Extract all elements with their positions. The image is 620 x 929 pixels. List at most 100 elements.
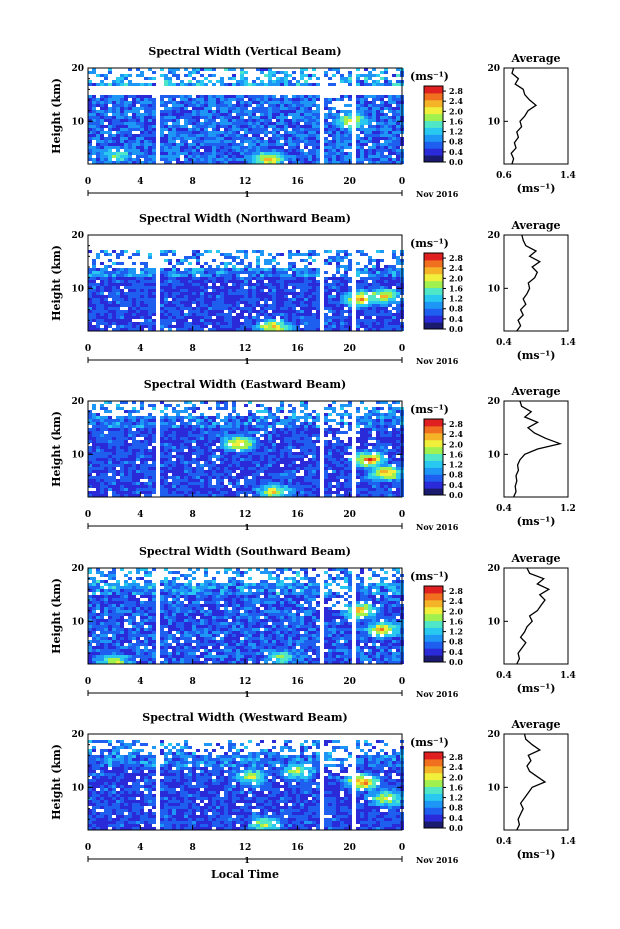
heatmap-cell (220, 440, 224, 443)
heatmap-cell (92, 292, 96, 295)
heatmap-cell (128, 328, 132, 331)
heatmap-cell (224, 452, 228, 455)
heatmap-cell (248, 443, 252, 446)
heatmap-cell (240, 152, 244, 155)
heatmap-cell (256, 140, 260, 143)
heatmap-cell (364, 137, 368, 140)
heatmap-cell (256, 125, 260, 128)
heatmap-cell (164, 137, 168, 140)
heatmap-cell (176, 146, 180, 149)
heatmap-cell (260, 152, 264, 155)
heatmap-cell (132, 488, 136, 491)
heatmap-cell (184, 452, 188, 455)
heatmap-cell (292, 265, 296, 268)
heatmap-cell (168, 280, 172, 283)
heatmap-cell (152, 77, 156, 80)
heatmap-cell (132, 443, 136, 446)
heatmap-cell (136, 128, 140, 131)
heatmap-cell (184, 491, 188, 494)
heatmap-cell (252, 110, 256, 113)
heatmap-cell (228, 152, 232, 155)
heatmap-cell (272, 482, 276, 485)
heatmap-cell (128, 140, 132, 143)
heatmap-cell (304, 110, 308, 113)
heatmap-cell (240, 113, 244, 116)
heatmap-cell (248, 125, 252, 128)
heatmap-cell (208, 271, 212, 274)
heatmap-cell (392, 253, 396, 256)
heatmap-cell (248, 161, 252, 164)
heatmap-cell (100, 434, 104, 437)
heatmap-cell (228, 470, 232, 473)
heatmap-cell (252, 479, 256, 482)
heatmap-cell (152, 277, 156, 280)
heatmap-cell (280, 116, 284, 119)
heatmap-cell (388, 322, 392, 325)
heatmap-cell (232, 128, 236, 131)
heatmap-cell (188, 401, 192, 404)
heatmap-cell (204, 95, 208, 98)
heatmap-cell (88, 143, 92, 146)
heatmap-cell (228, 113, 232, 116)
heatmap-cell (340, 116, 344, 119)
heatmap-cell (88, 307, 92, 310)
heatmap-cell (300, 268, 304, 271)
heatmap-cell (192, 458, 196, 461)
heatmap-cell (380, 146, 384, 149)
heatmap-cell (200, 140, 204, 143)
heatmap-cell (124, 431, 128, 434)
heatmap-cell (224, 262, 228, 265)
colorbar-tick-label: 2.0 (449, 106, 463, 116)
heatmap-cell (232, 119, 236, 122)
heatmap-cell (308, 149, 312, 152)
heatmap-cell (176, 68, 180, 71)
heatmap-cell (172, 319, 176, 322)
heatmap-cell (256, 277, 260, 280)
heatmap-cell (168, 289, 172, 292)
heatmap-cell (244, 95, 248, 98)
heatmap-cell (120, 95, 124, 98)
heatmap-cell (132, 116, 136, 119)
heatmap-cell (208, 274, 212, 277)
heatmap-cell (336, 140, 340, 143)
heatmap-cell (288, 268, 292, 271)
heatmap-cell (392, 280, 396, 283)
heatmap-cell (120, 319, 124, 322)
heatmap-cell (228, 488, 232, 491)
heatmap-cell (132, 419, 136, 422)
heatmap-cell (152, 110, 156, 113)
heatmap-cell (364, 68, 368, 71)
heatmap-cell (164, 452, 168, 455)
heatmap-cell (152, 116, 156, 119)
heatmap-cell (368, 149, 372, 152)
heatmap-cell (136, 419, 140, 422)
y-tick-label: 10 (71, 117, 84, 127)
heatmap-cell (264, 452, 268, 455)
heatmap-cell (164, 428, 168, 431)
heatmap-cell (388, 328, 392, 331)
heatmap-cell (328, 310, 332, 313)
heatmap-cell (92, 494, 96, 497)
heatmap-cell (188, 464, 192, 467)
heatmap-cell (196, 98, 200, 101)
heatmap-cell (376, 140, 380, 143)
heatmap-cell (368, 71, 372, 74)
heatmap-cell (316, 268, 320, 271)
heatmap-cell (316, 140, 320, 143)
heatmap-cell (176, 310, 180, 313)
heatmap-cell (284, 134, 288, 137)
heatmap-cell (324, 298, 328, 301)
heatmap-cell (308, 83, 312, 86)
heatmap-cell (200, 277, 204, 280)
heatmap-cell (176, 298, 180, 301)
heatmap-cell (216, 467, 220, 470)
heatmap-cell (180, 80, 184, 83)
heatmap-cell (184, 479, 188, 482)
heatmap-cell (388, 277, 392, 280)
colorbar-tick-label: 0.8 (449, 137, 463, 147)
heatmap-cell (220, 443, 224, 446)
heatmap-cell (220, 467, 224, 470)
heatmap-cell (256, 262, 260, 265)
heatmap-cell (208, 407, 212, 410)
heatmap-cell (252, 476, 256, 479)
